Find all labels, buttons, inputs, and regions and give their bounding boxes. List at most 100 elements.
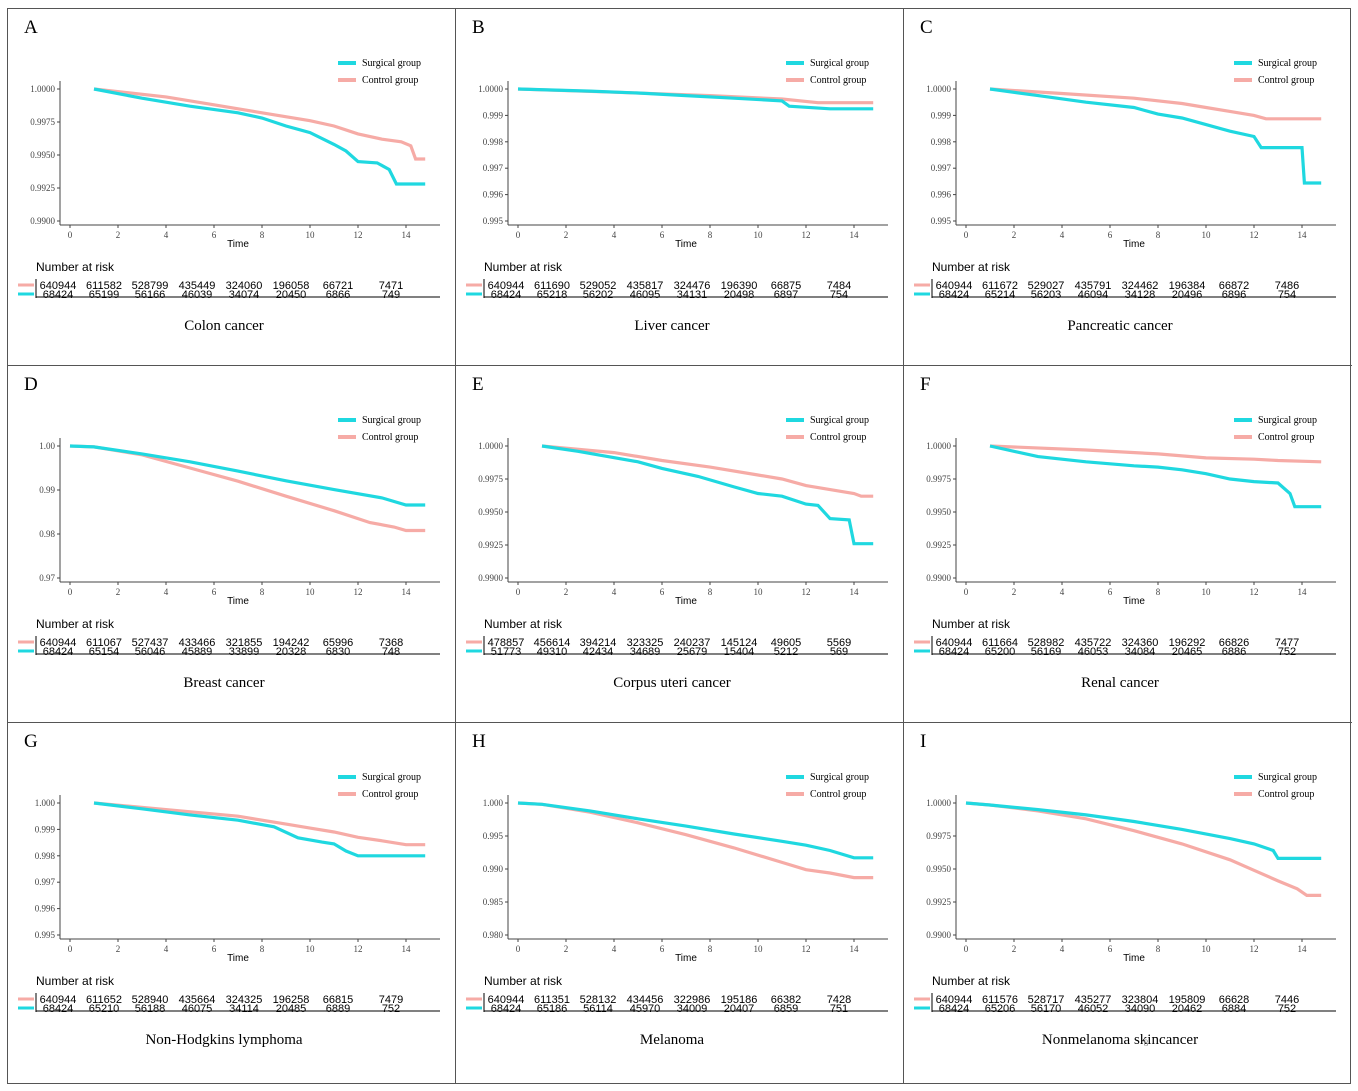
risk-value-control: 66826 bbox=[1219, 637, 1250, 649]
risk-value-control: 7446 bbox=[1275, 994, 1299, 1006]
risk-value-control: 434456 bbox=[627, 994, 664, 1006]
km-chart-svg: G Surgical group Control group 0.995 0.996 0.… bbox=[18, 731, 440, 1048]
risk-value-control: 435722 bbox=[1075, 637, 1112, 649]
legend-label-control: Control group bbox=[362, 789, 418, 800]
legend-label-control: Control group bbox=[810, 75, 866, 86]
risk-value-surgical: 56114 bbox=[583, 1003, 613, 1015]
risk-value-surgical: 20462 bbox=[1172, 1003, 1203, 1015]
y-tick-label: 0.98 bbox=[39, 529, 55, 539]
x-tick-label: 6 bbox=[1108, 230, 1113, 240]
x-tick-label: 8 bbox=[708, 587, 713, 597]
km-panel-e: E Surgical group Control group 0.9900 0.9925… bbox=[456, 366, 904, 723]
risk-value-surgical: 65186 bbox=[537, 1003, 568, 1015]
risk-value-control: 640944 bbox=[40, 637, 77, 649]
legend-label-control: Control group bbox=[1258, 789, 1314, 800]
risk-value-control: 324325 bbox=[226, 994, 263, 1006]
risk-table-title: Number at risk bbox=[36, 617, 115, 631]
y-tick-label: 1.000 bbox=[35, 798, 56, 808]
page-number: 8 bbox=[1144, 1038, 1149, 1048]
y-tick-label: 0.9925 bbox=[926, 540, 951, 550]
risk-value-surgical: 68424 bbox=[939, 646, 970, 658]
risk-value-surgical: 56188 bbox=[135, 1003, 166, 1015]
cancer-type-caption: Renal cancer bbox=[1081, 675, 1159, 691]
y-tick-label: 0.999 bbox=[931, 110, 952, 120]
legend-label-control: Control group bbox=[362, 432, 418, 443]
risk-value-surgical: 65214 bbox=[985, 289, 1016, 301]
x-tick-label: 14 bbox=[850, 944, 860, 954]
x-tick-label: 10 bbox=[754, 230, 764, 240]
legend: Surgical group Control group bbox=[1234, 58, 1317, 86]
x-tick-label: 12 bbox=[354, 230, 363, 240]
x-tick-label: 6 bbox=[1108, 587, 1113, 597]
legend: Surgical group Control group bbox=[786, 415, 869, 443]
panel-letter: B bbox=[472, 17, 485, 38]
y-tick-label: 0.997 bbox=[35, 877, 56, 887]
risk-value-control: 66628 bbox=[1219, 994, 1250, 1006]
x-axis-title: Time bbox=[1123, 953, 1145, 964]
series-line-surgical bbox=[517, 801, 874, 860]
risk-table: Number at risk 640944 611582 528799 435449 32… bbox=[18, 260, 440, 301]
x-tick-label: 4 bbox=[164, 230, 169, 240]
risk-value-surgical: 56169 bbox=[1031, 646, 1062, 658]
risk-value-control: 321855 bbox=[226, 637, 263, 649]
y-tick-label: 0.9925 bbox=[478, 540, 503, 550]
risk-value-surgical: 46039 bbox=[182, 289, 213, 301]
risk-value-control: 323325 bbox=[627, 637, 664, 649]
x-tick-label: 12 bbox=[354, 587, 363, 597]
x-tick-label: 0 bbox=[68, 944, 73, 954]
series-line-surgical bbox=[541, 444, 874, 546]
series-line-control bbox=[989, 444, 1322, 464]
risk-value-control: 196058 bbox=[273, 280, 310, 292]
risk-value-surgical: 20465 bbox=[1172, 646, 1203, 658]
risk-value-control: 529027 bbox=[1028, 280, 1065, 292]
y-tick-label: 0.999 bbox=[35, 824, 56, 834]
x-tick-label: 4 bbox=[612, 230, 617, 240]
x-tick-label: 0 bbox=[516, 230, 521, 240]
risk-value-control: 611351 bbox=[534, 994, 570, 1006]
x-tick-label: 6 bbox=[1108, 944, 1113, 954]
risk-value-surgical: 34074 bbox=[229, 289, 260, 301]
y-tick-label: 0.9950 bbox=[478, 507, 503, 517]
risk-value-surgical: 20450 bbox=[276, 289, 307, 301]
risk-value-control: 66872 bbox=[1219, 280, 1250, 292]
panel-letter: A bbox=[24, 17, 38, 38]
legend: Surgical group Control group bbox=[786, 772, 869, 800]
risk-value-control: 7479 bbox=[379, 994, 403, 1006]
risk-value-control: 611652 bbox=[86, 994, 122, 1006]
x-tick-label: 10 bbox=[1202, 944, 1212, 954]
risk-value-control: 7471 bbox=[379, 280, 403, 292]
risk-value-control: 7428 bbox=[827, 994, 851, 1006]
risk-value-surgical: 6830 bbox=[326, 646, 350, 658]
legend: Surgical group Control group bbox=[338, 415, 421, 443]
y-tick-label: 0.985 bbox=[483, 897, 504, 907]
risk-value-control: 194242 bbox=[273, 637, 310, 649]
y-tick-label: 1.0000 bbox=[478, 84, 503, 94]
km-chart-svg: B Surgical group Control group 0.995 0.996 0.… bbox=[466, 17, 888, 334]
risk-value-surgical: 6897 bbox=[774, 289, 798, 301]
risk-value-surgical: 34131 bbox=[677, 289, 708, 301]
risk-value-control: 611672 bbox=[982, 280, 1018, 292]
risk-value-control: 435791 bbox=[1075, 280, 1112, 292]
risk-value-control: 456614 bbox=[534, 637, 571, 649]
risk-value-control: 435277 bbox=[1075, 994, 1112, 1006]
panel-letter: I bbox=[920, 731, 926, 752]
x-tick-label: 2 bbox=[1012, 944, 1017, 954]
risk-value-control: 324060 bbox=[226, 280, 263, 292]
risk-value-surgical: 46075 bbox=[182, 1003, 213, 1015]
panel-letter: F bbox=[920, 374, 931, 395]
risk-table-title: Number at risk bbox=[932, 974, 1011, 988]
risk-value-surgical: 20328 bbox=[276, 646, 307, 658]
x-tick-label: 6 bbox=[212, 944, 217, 954]
risk-value-surgical: 6866 bbox=[326, 289, 350, 301]
risk-value-surgical: 65218 bbox=[537, 289, 568, 301]
km-chart-svg: C Surgical group Control group 0.995 0.996 0.… bbox=[914, 17, 1336, 334]
x-tick-label: 2 bbox=[1012, 230, 1017, 240]
legend-label-control: Control group bbox=[810, 789, 866, 800]
x-tick-label: 8 bbox=[1156, 944, 1161, 954]
panel-letter: D bbox=[24, 374, 38, 395]
y-tick-label: 0.996 bbox=[35, 904, 56, 914]
risk-value-control: 528132 bbox=[580, 994, 617, 1006]
x-tick-label: 8 bbox=[1156, 587, 1161, 597]
risk-value-control: 7368 bbox=[379, 637, 403, 649]
risk-value-surgical: 6889 bbox=[326, 1003, 350, 1015]
